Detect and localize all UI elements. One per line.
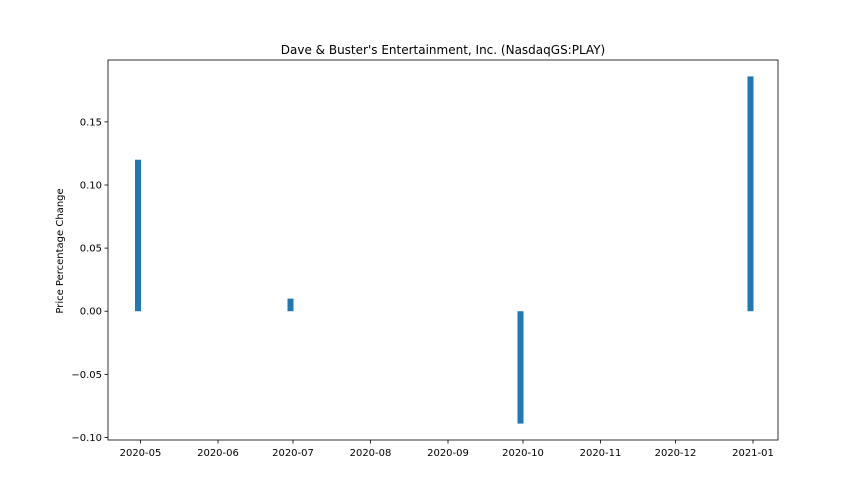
x-tick-label-0: 2020-05 [120,448,162,459]
y-tick-label-3: 0.05 [80,244,102,255]
y-tick-label-1: −0.05 [71,370,102,381]
x-tick-label-8: 2021-01 [732,448,774,459]
y-axis-label: Price Percentage Change [55,188,66,313]
y-tick-label-0: −0.10 [71,433,102,444]
x-tick-label-2: 2020-07 [272,448,314,459]
y-tick-label-5: 0.15 [80,117,102,128]
y-tick-label-4: 0.10 [80,180,102,191]
bar-0 [135,159,141,312]
plot-area: 2020-05 2020-06 2020-07 2020-08 2020-09 2020-… [71,59,779,459]
x-tick-label-1: 2020-06 [197,448,239,459]
bar-3 [747,76,754,312]
bar-2 [517,311,524,424]
bar-1 [287,298,294,312]
plot-frame [107,59,779,441]
y-tick-label-2: 0.00 [80,307,102,318]
chart-title: Dave & Buster's Entertainment, Inc. (Nas… [281,43,605,57]
x-tick-label-3: 2020-08 [350,448,392,459]
x-tick-label-7: 2020-12 [655,448,697,459]
x-tick-label-4: 2020-09 [427,448,469,459]
x-tick-label-5: 2020-10 [502,448,544,459]
x-tick-label-6: 2020-11 [580,448,622,459]
